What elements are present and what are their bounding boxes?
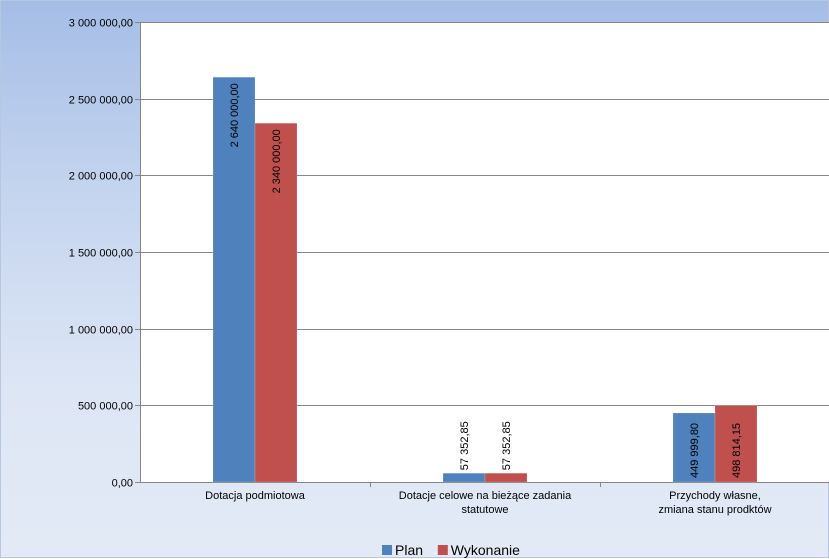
y-tick-label: 1 000 000,00	[69, 325, 133, 337]
legend-swatch	[382, 545, 392, 555]
category-label: zmiana stanu prodktów	[658, 504, 771, 516]
data-label: 57 352,85	[459, 421, 471, 470]
data-label: 449 999,80	[689, 423, 701, 478]
data-label: 2 340 000,00	[271, 129, 283, 193]
bar-wykonanie	[484, 472, 528, 483]
y-axis-ticks: 0,00 500 000,00 1 000 000,00 1 500 000,00 2 …	[69, 18, 140, 490]
bar-wykonanie	[254, 122, 298, 483]
legend-label: Plan	[395, 542, 423, 558]
category-label: Dotacja podmiotowa	[205, 490, 306, 502]
data-label: 498 814,15	[731, 423, 743, 478]
data-labels: 2 640 000,00 2 340 000,00 57 352,85 57 352,…	[229, 83, 743, 478]
bar-plan	[672, 412, 716, 483]
category-label: Dotacje celowe na bieżące zadania	[399, 490, 572, 502]
y-tick-label: 3 000 000,00	[69, 18, 133, 30]
category-label: Przychody własne,	[669, 490, 761, 502]
category-label: statutowe	[461, 504, 508, 516]
legend: Plan Wykonanie	[382, 542, 520, 558]
data-label: 57 352,85	[501, 421, 513, 470]
y-tick-label: 1 500 000,00	[69, 248, 133, 260]
legend-swatch	[437, 545, 448, 555]
x-axis-categories: Dotacja podmiotowa Dotacje celowe na bież…	[205, 482, 772, 516]
y-tick-label: 0,00	[112, 478, 133, 490]
bar-plan	[442, 472, 486, 483]
y-tick-label: 2 500 000,00	[69, 95, 133, 107]
bars	[212, 76, 758, 483]
bar-wykonanie	[714, 405, 758, 483]
y-tick-label: 2 000 000,00	[69, 171, 133, 183]
y-tick-label: 500 000,00	[78, 401, 133, 413]
data-label: 2 640 000,00	[229, 83, 241, 147]
bar-plan	[212, 76, 256, 483]
legend-label: Wykonanie	[451, 542, 520, 558]
